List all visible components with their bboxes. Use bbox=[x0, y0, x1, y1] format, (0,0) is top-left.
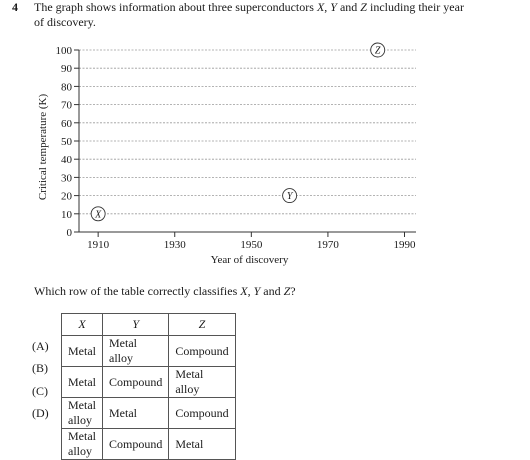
variable-x: X bbox=[316, 0, 325, 14]
point-label-z: Z bbox=[375, 46, 381, 57]
question-text: The graph shows information about three … bbox=[34, 0, 474, 30]
table-cell: Metal alloy bbox=[61, 428, 103, 460]
option-label-d[interactable]: (D) bbox=[32, 406, 49, 420]
prompt-text-part: , bbox=[247, 284, 254, 298]
x-tick-label-1930: 1930 bbox=[164, 239, 187, 251]
y-axis-title: Critical temperature (K) bbox=[37, 94, 49, 201]
table-cell: Metal bbox=[61, 335, 103, 367]
option-label-a[interactable]: (A) bbox=[32, 339, 49, 353]
data-points: X Y Z bbox=[90, 42, 386, 222]
tick-marks bbox=[74, 49, 406, 237]
table-cell: Metal bbox=[168, 428, 236, 460]
y-tick-label-10: 10 bbox=[61, 209, 73, 221]
x-tick-label-1970: 1970 bbox=[317, 239, 340, 251]
y-tick-label-80: 80 bbox=[61, 81, 73, 93]
table-row-b[interactable]: Metal Compound Metal alloy bbox=[61, 366, 236, 398]
question-text-part: and bbox=[336, 0, 361, 14]
y-tick-label-70: 70 bbox=[61, 100, 73, 112]
option-label-c[interactable]: (C) bbox=[32, 384, 48, 398]
classification-table: X Y Z Metal Metal alloy Compound Metal C… bbox=[61, 313, 236, 460]
superconductor-graph: 0 10 20 30 40 50 60 70 80 90 100 1910 1930 1950 1970 19… bbox=[0, 38, 530, 274]
x-tick-label-1990: 1990 bbox=[394, 239, 417, 251]
column-header-x: X bbox=[61, 313, 103, 336]
y-tick-label-100: 100 bbox=[56, 45, 73, 57]
y-tick-label-50: 50 bbox=[61, 136, 73, 148]
x-tick-label-1950: 1950 bbox=[240, 239, 263, 251]
point-marker-x bbox=[90, 206, 106, 222]
y-tick-label-60: 60 bbox=[61, 118, 73, 130]
table-header-row: X Y Z bbox=[61, 313, 236, 336]
table-row-c[interactable]: Metal alloy Metal Compound bbox=[61, 397, 236, 429]
table-row-a[interactable]: Metal Metal alloy Compound bbox=[61, 335, 236, 367]
gridlines bbox=[79, 49, 416, 215]
question-text-part: The graph shows information about three … bbox=[34, 0, 317, 14]
variable-y: Y bbox=[330, 0, 337, 14]
table-cell: Metal bbox=[101, 397, 170, 429]
prompt-text-part: and bbox=[260, 284, 284, 298]
table-cell: Compound bbox=[101, 428, 170, 460]
question-text-part: , bbox=[324, 0, 331, 14]
point-marker-z bbox=[370, 42, 386, 58]
x-axis-title: Year of discovery bbox=[211, 254, 289, 266]
table-cell: Metal alloy bbox=[101, 335, 170, 367]
table-cell: Metal alloy bbox=[61, 397, 103, 429]
question-text-part: including their year of discovery. bbox=[34, 0, 464, 29]
table-cell: Metal bbox=[61, 366, 103, 398]
prompt-text-part: Which row of the table correctly classif… bbox=[34, 284, 241, 298]
point-marker-y bbox=[282, 188, 298, 204]
table-cell: Compound bbox=[101, 366, 170, 398]
option-label-b[interactable]: (B) bbox=[32, 361, 48, 375]
variable-z: Z bbox=[360, 0, 367, 14]
variable-x: X bbox=[240, 284, 248, 298]
y-tick-label-30: 30 bbox=[61, 172, 73, 184]
point-label-y: Y bbox=[287, 191, 294, 202]
tick-labels: 0 10 20 30 40 50 60 70 80 90 100 1910 1930 1950 1970 19… bbox=[56, 45, 417, 251]
prompt-text-part: ? bbox=[290, 284, 296, 298]
y-tick-label-40: 40 bbox=[61, 154, 73, 166]
variable-z: Z bbox=[283, 284, 291, 298]
x-tick-label-1910: 1910 bbox=[87, 239, 110, 251]
table-row-d[interactable]: Metal alloy Compound Metal bbox=[61, 428, 236, 460]
y-tick-label-20: 20 bbox=[61, 191, 73, 203]
point-label-x: X bbox=[94, 209, 102, 220]
y-tick-label-0: 0 bbox=[67, 227, 73, 239]
table-cell: Compound bbox=[168, 335, 236, 367]
scatter-chart: 0 10 20 30 40 50 60 70 80 90 100 1910 1930 1950 1970 19… bbox=[37, 42, 417, 266]
table-cell: Compound bbox=[168, 397, 236, 429]
variable-y: Y bbox=[253, 284, 261, 298]
column-header-y: Y bbox=[101, 313, 170, 336]
table-prompt: Which row of the table correctly classif… bbox=[34, 284, 296, 299]
question-number: 4 bbox=[12, 0, 18, 14]
column-header-z: Z bbox=[168, 313, 236, 336]
table-cell: Metal alloy bbox=[168, 366, 236, 398]
y-tick-label-90: 90 bbox=[61, 63, 73, 75]
